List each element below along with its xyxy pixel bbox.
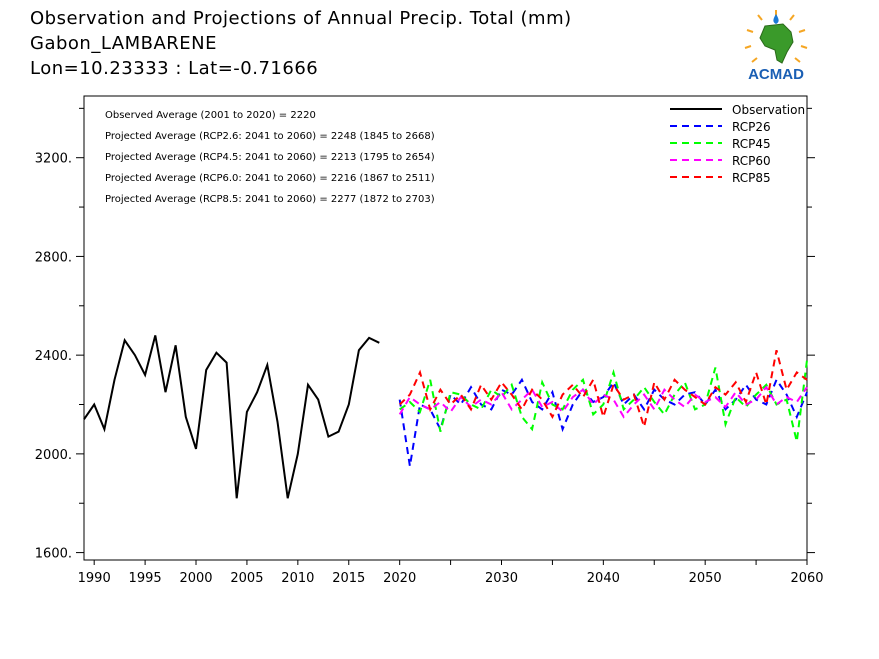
y-tick-label: 2000. (35, 448, 72, 463)
y-axis-labels: 1600. 2000. 2400. 2800. 3200. (35, 152, 72, 562)
x-tick-label: 2060 (790, 571, 823, 586)
annotations: Observed Average (2001 to 2020) = 2220 Pr… (105, 110, 435, 205)
annotation-text: Projected Average (RCP8.5: 2041 to 2060)… (105, 194, 435, 205)
annotation-text: Projected Average (RCP4.5: 2041 to 2060)… (105, 152, 435, 163)
legend: Observation RCP26 RCP45 RCP60 RCP85 (670, 103, 805, 185)
annotation-text: Projected Average (RCP6.0: 2041 to 2060)… (105, 173, 435, 184)
annotation-text: Projected Average (RCP2.6: 2041 to 2060)… (105, 131, 435, 142)
y-tick-label: 2800. (35, 250, 72, 265)
series-line-rcp85 (399, 349, 808, 431)
legend-label: Observation (732, 103, 805, 117)
y-tick-label: 3200. (35, 152, 72, 167)
chart-title: Observation and Projections of Annual Pr… (30, 8, 572, 29)
africa-map-icon (759, 23, 794, 64)
x-tick-label: 2000 (179, 571, 212, 586)
x-tick-label: 1995 (129, 571, 162, 586)
x-tick-label: 2050 (689, 571, 722, 586)
series-line-rcp60 (398, 385, 808, 419)
series-line-rcp45 (399, 359, 808, 442)
annotation-text: Observed Average (2001 to 2020) = 2220 (105, 110, 316, 121)
x-tick-label: 2040 (587, 571, 620, 586)
x-tick-label: 1990 (78, 571, 111, 586)
legend-label: RCP45 (732, 137, 771, 151)
axis-ticks (76, 107, 815, 565)
y-tick-label: 1600. (35, 547, 72, 562)
legend-label: RCP85 (732, 171, 771, 185)
series-lines (83, 335, 808, 499)
x-axis-labels: 1990 1995 2000 2005 2010 2015 2020 2030 2040 2050… (78, 571, 824, 586)
x-tick-label: 2015 (332, 571, 365, 586)
observation-line (83, 335, 380, 499)
legend-label: RCP26 (732, 120, 771, 134)
water-drop-icon (773, 14, 779, 24)
plot-frame (83, 95, 808, 561)
logo-text: ACMAD (748, 66, 804, 83)
x-tick-label: 2030 (485, 571, 518, 586)
series-line-rcp26 (398, 377, 808, 467)
acmad-logo: ACMAD (744, 10, 808, 83)
x-tick-label: 2020 (383, 571, 416, 586)
station-coordinates: Lon=10.23333 : Lat=-0.71666 (30, 58, 319, 79)
station-name: Gabon_LAMBARENE (30, 33, 217, 54)
x-tick-label: 2005 (230, 571, 263, 586)
y-tick-label: 2400. (35, 349, 72, 364)
x-tick-label: 2010 (281, 571, 314, 586)
legend-label: RCP60 (732, 154, 771, 168)
